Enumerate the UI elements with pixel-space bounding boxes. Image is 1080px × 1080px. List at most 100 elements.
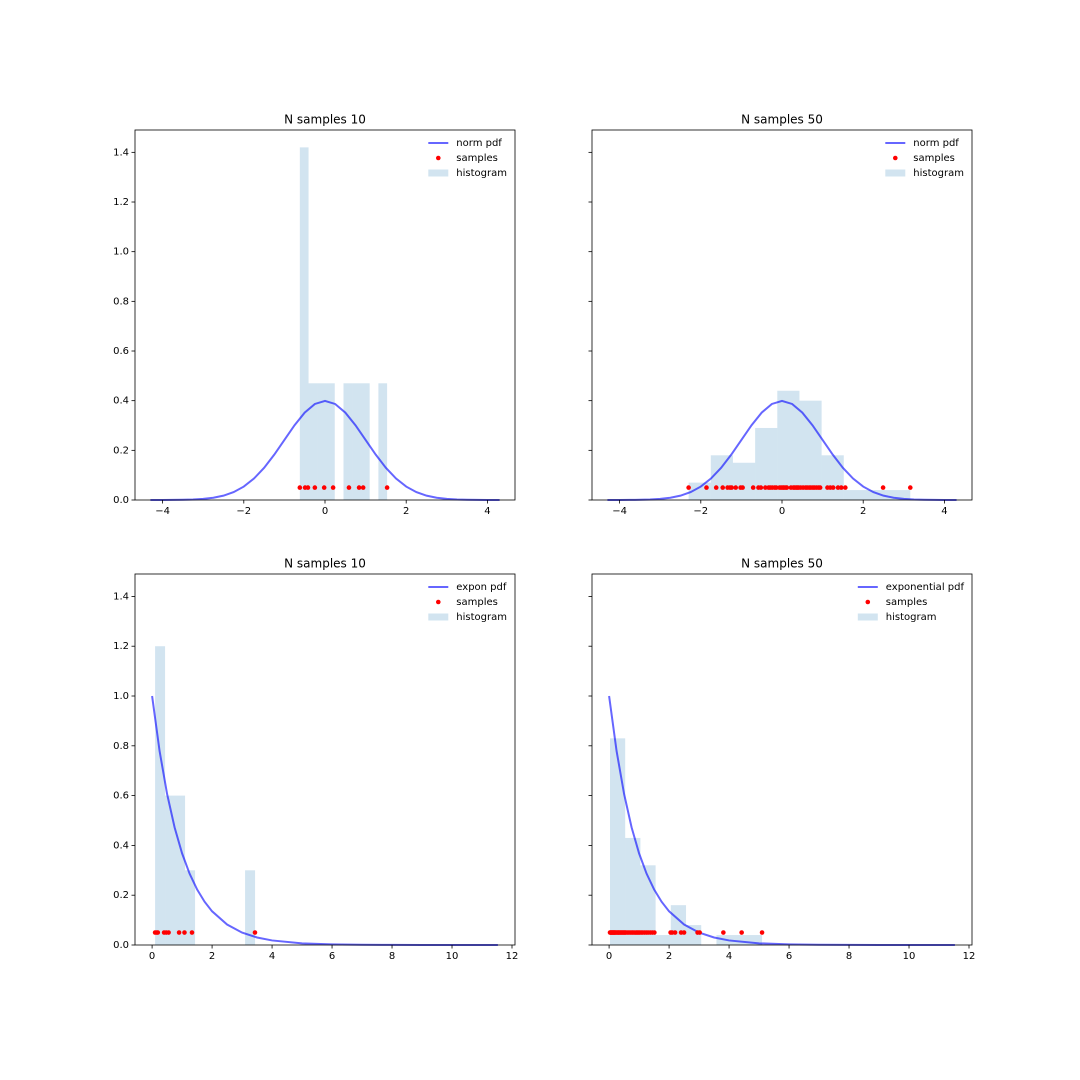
histogram-bar: [888, 490, 911, 500]
legend: norm pdf samples histogram: [428, 138, 507, 179]
axes-frame: [591, 573, 973, 946]
pdf-line: [151, 695, 498, 946]
sample-point: [774, 485, 779, 490]
histogram-bar: [843, 490, 866, 500]
subplot-title: N samples 50: [741, 113, 823, 127]
sample-point: [356, 485, 362, 490]
histogram-bar: [799, 400, 822, 500]
histogram-bar: [317, 383, 327, 500]
sample-point: [697, 930, 702, 935]
subplot: N samples 50 −4 −2 0 2 4 norm pdf samples histog…: [588, 113, 973, 517]
legend-marker: [865, 599, 871, 605]
histogram-bar: [625, 837, 641, 945]
histogram-bar: [360, 383, 370, 500]
subplot: N samples 10 −4 −2 0 2 4 0.0 0.2 0.4 0.6 0.8 1.0 1.2…: [113, 113, 516, 517]
x-tick-label: 2: [403, 506, 409, 517]
y-tick-label: 1.0: [113, 247, 129, 258]
y-tick-label: 0.0: [113, 495, 129, 506]
legend: exponential pdf samples histogram: [857, 582, 965, 623]
sample-point: [750, 485, 756, 490]
histogram-bar: [655, 935, 671, 945]
x-tick-label: 4: [484, 506, 490, 517]
y-tick-label: 1.4: [113, 147, 129, 158]
x-tick-label: −2: [236, 506, 251, 517]
x-tick-label: 2: [209, 951, 215, 962]
legend-patch: [428, 613, 449, 621]
sample-point: [182, 930, 187, 935]
sample-point: [321, 485, 327, 490]
x-tick-label: 12: [506, 951, 519, 962]
x-tick-label: −4: [612, 506, 627, 517]
x-tick-label: 12: [963, 951, 976, 962]
x-tick-label: 6: [329, 951, 335, 962]
histogram-bar: [731, 935, 747, 945]
sample-point: [740, 485, 745, 490]
histogram-bar: [343, 383, 353, 500]
histogram-bar: [185, 870, 196, 945]
histogram-bar: [821, 455, 844, 500]
subplot: N samples 50 0 2 4 6 8 10 12 exponential pdf samp…: [588, 557, 976, 962]
sample-point: [346, 485, 352, 490]
legend-label: samples: [456, 153, 498, 164]
legend-label: histogram: [456, 168, 507, 179]
histogram-bar: [352, 383, 361, 500]
y-tick-label: 0.6: [113, 791, 129, 802]
sample-point: [817, 485, 823, 490]
sample-point: [721, 930, 726, 935]
histogram-bar: [865, 490, 889, 500]
y-tick-label: 0.8: [113, 741, 129, 752]
legend-label: samples: [886, 597, 928, 608]
histogram-bar: [299, 147, 309, 500]
sample-point: [830, 485, 836, 490]
histogram-bar: [378, 383, 388, 500]
y-tick-label: 1.4: [113, 591, 129, 602]
sample-point: [838, 485, 844, 490]
histogram-bar: [245, 870, 256, 945]
y-tick-label: 0.4: [113, 396, 129, 407]
y-tick-label: 1.0: [113, 691, 129, 702]
sample-point: [176, 930, 182, 935]
x-tick-label: 6: [786, 951, 792, 962]
x-tick-label: 10: [446, 951, 459, 962]
sample-point: [686, 485, 691, 490]
legend: norm pdf samples histogram: [885, 138, 964, 179]
legend-marker: [892, 155, 898, 161]
sample-point: [880, 485, 886, 490]
sample-point: [155, 930, 161, 935]
y-tick-label: 0.2: [113, 890, 129, 901]
x-tick-label: 8: [389, 951, 395, 962]
x-tick-label: 10: [903, 951, 916, 962]
histogram-bar: [155, 646, 166, 945]
histogram-bar: [686, 925, 702, 945]
legend-label: histogram: [913, 168, 964, 179]
histogram-bar: [308, 383, 318, 500]
pdf-line: [150, 399, 500, 501]
x-tick-label: 4: [726, 951, 732, 962]
histogram-bar: [609, 738, 626, 945]
sample-point: [907, 485, 913, 490]
sample-point: [305, 485, 311, 490]
x-tick-label: 2: [860, 506, 866, 517]
legend-patch: [885, 169, 906, 177]
sample-point: [672, 930, 678, 935]
x-tick-label: 8: [846, 951, 852, 962]
legend-label: exponential pdf: [886, 582, 965, 593]
pdf-line: [607, 399, 957, 501]
y-tick-label: 0.8: [113, 296, 129, 307]
y-tick-label: 0.4: [113, 840, 129, 851]
histogram-bar: [777, 390, 800, 500]
x-tick-label: 0: [149, 951, 155, 962]
legend-label: expon pdf: [456, 582, 507, 593]
x-tick-label: −4: [155, 506, 170, 517]
sample-point: [189, 930, 195, 935]
pdf-line: [608, 695, 955, 946]
legend-patch: [428, 169, 449, 177]
sample-point: [166, 930, 171, 935]
legend-label: histogram: [886, 612, 937, 623]
sample-point: [330, 485, 336, 490]
subplot-title: N samples 10: [284, 557, 366, 571]
y-tick-label: 0.2: [113, 445, 129, 456]
sample-point: [729, 485, 734, 490]
sample-point: [384, 485, 390, 490]
